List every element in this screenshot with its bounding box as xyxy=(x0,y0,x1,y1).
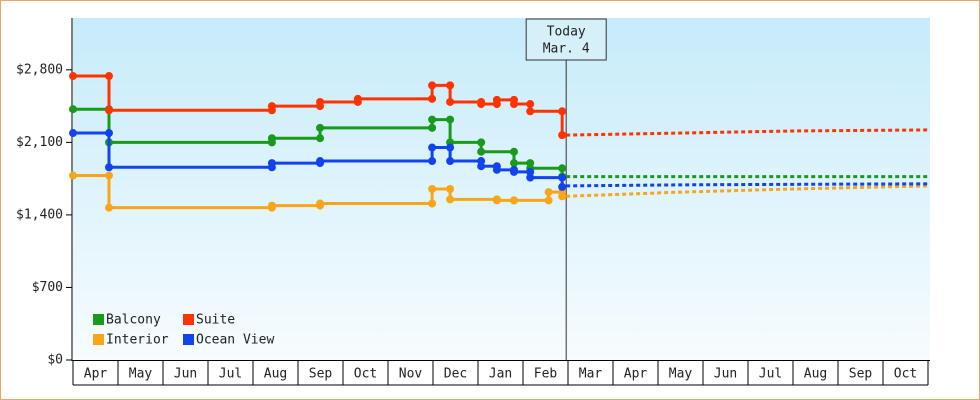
point xyxy=(446,81,455,90)
legend-swatch xyxy=(93,314,104,325)
point xyxy=(316,97,325,106)
y-tick-label: $1,400 xyxy=(16,207,63,222)
x-tick-label: Jan xyxy=(489,367,512,382)
point xyxy=(510,196,518,205)
point xyxy=(316,123,325,132)
x-tick-label: Nov xyxy=(399,367,423,382)
point xyxy=(526,167,535,176)
point xyxy=(492,165,501,174)
point xyxy=(428,185,437,193)
point xyxy=(69,129,77,138)
today-label: Mar. 4 xyxy=(543,42,590,57)
y-tick-label: $0 xyxy=(47,353,63,368)
point xyxy=(477,138,486,147)
point xyxy=(316,199,325,208)
today-box xyxy=(525,18,607,61)
point xyxy=(510,159,518,168)
point xyxy=(428,157,437,166)
x-tick-label: May xyxy=(669,367,693,382)
x-tick-label: Jul xyxy=(759,367,782,382)
x-tick-label: Jun xyxy=(714,367,737,382)
point xyxy=(69,171,77,180)
point xyxy=(544,188,553,197)
point xyxy=(105,171,113,180)
point xyxy=(446,185,455,193)
point xyxy=(526,100,535,109)
legend-label: Balcony xyxy=(106,313,161,328)
point xyxy=(558,107,567,116)
point xyxy=(316,157,325,166)
point xyxy=(526,173,535,182)
x-tick-label: Sep xyxy=(309,367,333,382)
point xyxy=(558,182,567,191)
point xyxy=(353,94,362,103)
point xyxy=(446,143,455,152)
x-tick-label: Apr xyxy=(624,367,648,382)
point xyxy=(446,115,455,124)
legend-label: Suite xyxy=(196,313,235,328)
x-tick-label: Feb xyxy=(534,367,558,382)
point xyxy=(105,106,113,115)
legend-swatch xyxy=(183,334,194,345)
point xyxy=(316,134,325,143)
point xyxy=(558,131,567,140)
x-tick-label: Jun xyxy=(174,367,197,382)
point xyxy=(105,163,113,172)
point xyxy=(428,81,437,90)
point xyxy=(267,102,276,111)
plot-area xyxy=(73,18,930,360)
point xyxy=(446,157,455,166)
point xyxy=(69,105,77,114)
x-tick-label: Aug xyxy=(804,367,827,382)
y-tick-label: $2,800 xyxy=(16,62,63,77)
x-tick-label: Jul xyxy=(219,367,242,382)
point xyxy=(510,167,518,176)
x-tick-label: Mar xyxy=(579,367,603,382)
legend-label: Ocean View xyxy=(196,333,274,348)
point xyxy=(428,143,437,152)
forecast-line xyxy=(566,128,929,137)
point xyxy=(69,72,77,81)
point xyxy=(477,147,486,156)
point xyxy=(267,201,276,210)
y-tick-label: $2,100 xyxy=(16,135,63,150)
point xyxy=(446,195,455,204)
point xyxy=(510,100,518,109)
point xyxy=(526,107,535,116)
forecast-line xyxy=(566,184,929,198)
x-tick-label: Oct xyxy=(894,367,917,382)
legend-swatch xyxy=(93,334,104,345)
x-tick-label: May xyxy=(129,367,153,382)
point xyxy=(428,199,437,208)
point xyxy=(558,192,567,201)
point xyxy=(428,94,437,103)
x-tick-label: Apr xyxy=(84,367,108,382)
today-label: Today xyxy=(547,25,586,40)
point xyxy=(558,164,567,173)
point xyxy=(492,196,501,205)
point xyxy=(446,97,455,106)
forecast-line xyxy=(566,182,929,188)
point xyxy=(477,100,486,109)
point xyxy=(477,162,486,171)
point xyxy=(105,72,113,81)
x-tick-label: Sep xyxy=(849,367,873,382)
y-tick-label: $700 xyxy=(32,280,63,295)
legend-swatch xyxy=(183,314,194,325)
legend-label: Interior xyxy=(106,333,169,348)
point xyxy=(428,115,437,124)
point xyxy=(558,173,567,182)
x-tick-label: Oct xyxy=(354,367,377,382)
point xyxy=(105,129,113,138)
point xyxy=(267,159,276,168)
x-tick-label: Dec xyxy=(444,367,467,382)
point xyxy=(510,147,518,156)
point xyxy=(267,134,276,143)
x-tick-label: Aug xyxy=(264,367,287,382)
point xyxy=(428,123,437,132)
point xyxy=(105,203,113,212)
point xyxy=(492,95,501,104)
point xyxy=(544,196,553,205)
